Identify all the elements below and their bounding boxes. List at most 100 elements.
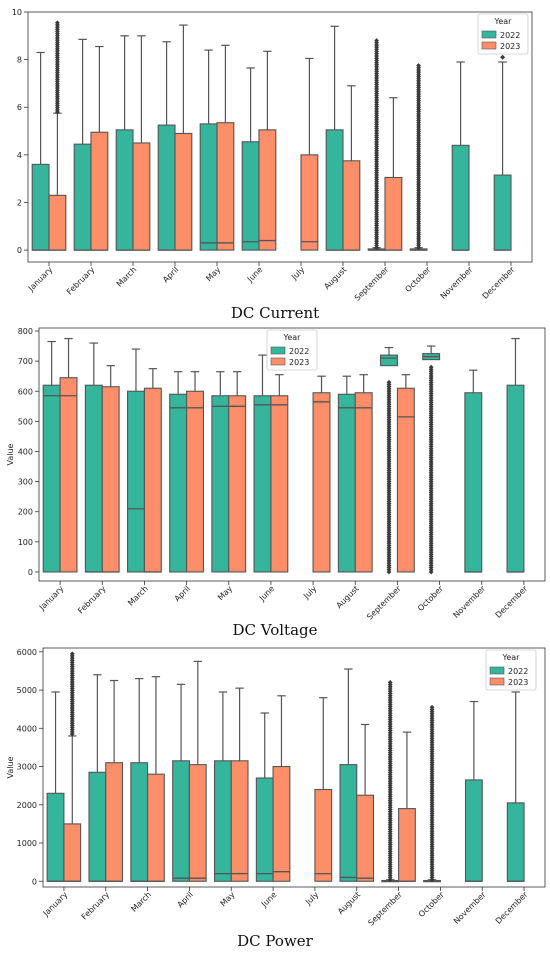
box-2023-april (174, 24, 193, 251)
x-tick-label: March (126, 584, 150, 608)
box-2022-august (337, 375, 356, 573)
chart-panel-current: 0 2 4 6 8 10 January February March April May June J… (0, 0, 550, 318)
box-2022-january (31, 51, 50, 251)
caption-dc-voltage: DC Voltage (232, 621, 318, 639)
box-2022-may (199, 49, 218, 251)
box-2023-august (354, 374, 373, 573)
x-tick-label: July (301, 584, 318, 601)
box-body (132, 142, 151, 251)
legend-swatch-2022 (270, 346, 286, 355)
x-tick-label: December (494, 890, 530, 926)
legend: Year 2022 2023 (477, 13, 529, 55)
legend-label-2023: 2023 (508, 678, 528, 687)
box-2022-february (88, 674, 107, 882)
plot-frame (42, 647, 546, 888)
y-tick-label: 0 (17, 246, 22, 255)
box-2023-june (258, 50, 277, 251)
y-tick-label: 400 (18, 447, 33, 456)
outlier-point (416, 63, 421, 68)
box-body (241, 141, 260, 251)
x-tick-label: October (403, 265, 433, 295)
box-body (356, 794, 375, 882)
y-tick-label: 3000 (17, 763, 37, 772)
box-2023-june (272, 695, 291, 882)
x-tick-label: September (366, 890, 404, 928)
dc-power-chart: 0 1000 2000 3000 4000 5000 6000 Value January Feb… (6, 647, 546, 928)
x-tick-label: February (76, 584, 108, 616)
legend: Year 2022 2023 (485, 649, 537, 691)
box-2022-march (127, 348, 145, 573)
box-2022-april (169, 371, 188, 573)
y-tick-label: 2000 (17, 801, 37, 810)
box-body (272, 765, 291, 882)
box-2023-february (101, 365, 120, 573)
plot-frame (27, 11, 533, 263)
chart-panel-power: 0 1000 2000 3000 4000 5000 6000 Value January Feb… (0, 642, 550, 934)
box-body (464, 392, 483, 573)
box-body (115, 129, 134, 251)
y-tick-label: 10 (12, 8, 22, 17)
y-tick-label: 300 (18, 478, 33, 487)
y-tick-label: 4000 (17, 724, 37, 733)
box-body (46, 792, 65, 882)
box-2023-september (396, 374, 415, 573)
box-2023-february (105, 679, 124, 882)
box-2023-august (356, 723, 375, 882)
x-tick-label: August (322, 265, 348, 291)
box-2023-september (384, 97, 403, 251)
box-body (506, 384, 525, 573)
legend-swatch-2023 (270, 357, 286, 366)
box-2022-december (506, 691, 525, 882)
box-body (312, 392, 331, 573)
box-body (199, 123, 218, 251)
legend-label-2022: 2022 (289, 347, 309, 356)
legend-label-2022: 2022 (500, 31, 520, 40)
box-2022-november (464, 369, 483, 573)
box-2022-january (46, 691, 65, 882)
box-body (270, 395, 289, 573)
box-body (325, 129, 344, 251)
box-body (213, 760, 232, 882)
box-2023-july (312, 375, 331, 573)
box-body (147, 773, 165, 882)
box-2022-june (253, 354, 272, 573)
box-2023-may (216, 44, 235, 251)
box-2023-june (270, 374, 289, 573)
box-body (493, 174, 512, 251)
box-body (451, 144, 470, 251)
box-body (300, 154, 319, 251)
y-tick-label: 600 (18, 387, 33, 396)
x-tick-label: October (417, 890, 447, 920)
box-2023-march (147, 676, 165, 882)
box-2023-march (143, 368, 162, 573)
box-2023-january (63, 651, 82, 882)
box-2022-february (84, 342, 103, 573)
box-body (398, 808, 416, 882)
x-tick-label: July (303, 890, 320, 907)
x-tick-label: June (259, 890, 278, 909)
caption-dc-power: DC Power (237, 932, 313, 950)
box-2023-january (48, 20, 67, 251)
x-tick-label: September (353, 265, 391, 303)
box-body (337, 393, 356, 573)
x-tick-label: November (439, 265, 475, 301)
y-axis-label: Value (6, 756, 15, 778)
box-2023-september (398, 731, 416, 882)
box-body (384, 176, 403, 251)
y-tick-label: 100 (18, 538, 33, 547)
box-2022-january (42, 340, 61, 573)
x-tick-label: April (176, 890, 195, 909)
x-tick-label: February (65, 265, 97, 297)
box-body (63, 823, 82, 882)
x-tick-label: May (219, 890, 237, 908)
legend-swatch-2023 (481, 41, 497, 50)
box-body (258, 129, 277, 251)
box-body (88, 771, 107, 882)
box-2023-may (228, 371, 247, 573)
box-body (342, 160, 361, 251)
legend-swatch-2022 (481, 30, 497, 39)
box-2022-december (493, 54, 512, 251)
box-body (31, 163, 50, 251)
box-body (230, 760, 249, 882)
box-body (127, 390, 145, 573)
